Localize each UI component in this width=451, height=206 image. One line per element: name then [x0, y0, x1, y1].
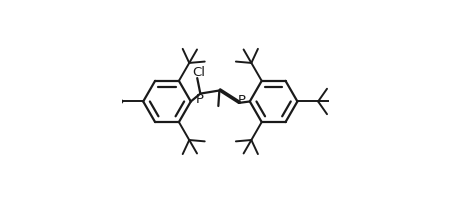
Text: P: P [195, 93, 203, 106]
Text: P: P [237, 94, 245, 107]
Text: Cl: Cl [191, 66, 204, 79]
